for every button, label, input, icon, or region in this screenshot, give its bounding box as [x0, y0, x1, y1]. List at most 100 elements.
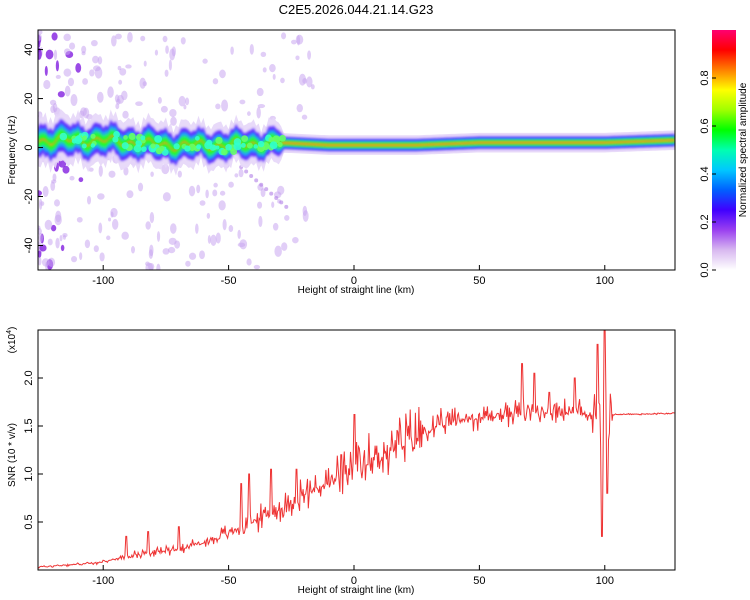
- svg-text:(x104): (x104): [6, 327, 18, 354]
- spectrogram-noise-blob: [212, 78, 219, 85]
- spectrogram-noise-blob: [170, 116, 177, 126]
- spectrogram-noise-blob: [219, 190, 226, 196]
- spectrogram-noise-blob: [140, 35, 146, 42]
- spectrogram-noise-blob: [260, 51, 267, 58]
- spectrogram-x-tick-label: 50: [473, 275, 485, 287]
- colorbar-tick-label: 0.4: [699, 166, 711, 181]
- spectrogram-noise-blob: [78, 177, 84, 183]
- spectrogram-noise-blob: [62, 233, 68, 238]
- spectrogram-noise-blob: [272, 222, 279, 231]
- spectrogram-noise-blob: [150, 171, 154, 177]
- spectrogram-noise-blob: [64, 48, 71, 55]
- spectrogram-noise-blob: [148, 249, 154, 259]
- spectrogram-noise-blob: [110, 207, 118, 218]
- spectrogram-noise-blob: [112, 218, 119, 230]
- spectrogram-noise-blob: [54, 199, 60, 207]
- spectrogram-noise-blob: [185, 97, 190, 106]
- spectrogram-noise-blob: [58, 159, 67, 168]
- spectrogram-noise-blob: [145, 221, 151, 230]
- spectrogram-noise-blob: [183, 104, 187, 110]
- spectrogram-noise-blob: [76, 216, 83, 223]
- spectrogram-noise-blob: [301, 114, 308, 120]
- spectrogram-noise-blob: [206, 212, 211, 219]
- spectrogram-noise-blob: [88, 167, 94, 172]
- spectrogram-noise-blob: [62, 165, 70, 174]
- spectrogram-noise-blob: [135, 101, 143, 107]
- snr-y-tick-label: 1.0: [23, 466, 35, 481]
- spectrogram-noise-blob: [50, 181, 56, 192]
- snr-frame: [37, 329, 676, 571]
- snr-x-tick-label: 100: [596, 575, 614, 587]
- colorbar-tick-label: 0.2: [699, 214, 711, 229]
- spectrogram-noise-blob: [87, 195, 92, 205]
- spectrogram-noise-blob: [291, 39, 297, 45]
- spectrogram-noise-blob: [207, 234, 211, 244]
- spectrogram-noise-blob: [256, 106, 261, 119]
- spectrogram-noise-blob: [63, 33, 71, 42]
- spectrogram-noise-blob: [57, 91, 65, 98]
- spectrogram-noise-blob: [199, 200, 206, 206]
- spectrogram-noise-blob: [125, 64, 132, 69]
- spectrogram-noise-blob: [123, 166, 129, 176]
- spectrogram-noise-blob: [168, 59, 172, 71]
- spectrogram-band-dot: [269, 141, 278, 150]
- spectrogram-noise-blob: [213, 182, 218, 188]
- spectrogram-noise-blob: [165, 45, 169, 54]
- spectrogram-band-dot: [272, 135, 281, 144]
- chart-title: C2E5.2026.044.21.14.G23: [279, 2, 434, 17]
- spectrogram-noise-blob: [302, 78, 308, 84]
- spectrogram-noise-blob: [75, 63, 82, 73]
- spectrogram-noise-blob: [284, 215, 290, 221]
- spectrogram-noise-blob: [292, 236, 299, 244]
- spectrogram-noise-blob: [89, 69, 95, 77]
- spectrogram-noise-blob: [149, 211, 155, 224]
- spectrogram-y-tick-label: 20: [23, 92, 35, 104]
- spectrogram-noise-blob: [221, 99, 229, 112]
- spectrogram-noise-blob: [90, 39, 98, 47]
- spectrogram-content: [38, 30, 675, 270]
- spectrogram-noise-blob: [145, 262, 154, 270]
- spectrogram-band-dot: [221, 148, 228, 156]
- spectrogram-noise-blob: [69, 42, 76, 50]
- spectrogram-noise-blob: [178, 95, 186, 107]
- spectrogram-noise-blob: [38, 250, 42, 258]
- spectrogram-noise-blob: [156, 231, 161, 242]
- spectrogram-noise-blob: [237, 229, 241, 240]
- spectrogram-noise-blob: [161, 163, 170, 175]
- spectrogram-noise-blob: [81, 45, 87, 54]
- spectrogram-noise-blob: [51, 32, 58, 41]
- spectrogram-noise-blob: [272, 73, 276, 80]
- spectrogram-band-dot: [113, 130, 120, 138]
- spectrogram-noise-blob: [205, 189, 209, 199]
- spectrogram-noise-blob: [142, 81, 148, 87]
- spectrogram-x-tick-label: -100: [92, 275, 114, 287]
- spectrogram-noise-blob: [38, 257, 42, 266]
- spectrogram-noise-blob: [41, 258, 50, 267]
- spectrogram-band-dot: [253, 144, 258, 149]
- spectrogram-x-tick-label: -50: [221, 275, 237, 287]
- snr-y-axis-title: SNR (10 * v/v): [7, 423, 18, 487]
- spectrogram-band-dot: [206, 139, 213, 146]
- spectrogram-band-dot: [150, 147, 156, 153]
- spectrogram-noise-blob: [45, 49, 54, 60]
- spectrogram-noise-blob: [296, 104, 303, 113]
- spectrogram-noise-blob: [55, 210, 62, 223]
- spectrogram-noise-blob: [202, 58, 208, 64]
- snr-y-tick-label: 0.5: [23, 514, 35, 529]
- spectrogram-y-tick-label: -40: [23, 238, 35, 254]
- spectrogram-band-dot: [279, 134, 286, 142]
- spectrogram-noise-blob: [277, 185, 285, 195]
- spectrogram-noise-blob: [199, 250, 205, 260]
- spectrogram-noise-blob: [108, 170, 116, 178]
- spectrogram-band-dot: [133, 144, 142, 153]
- spectrogram-y-axis-title: Frequency (Hz): [7, 116, 18, 185]
- colorbar-gradient: [712, 30, 736, 270]
- spectrogram-noise-blob: [281, 32, 287, 40]
- snr-x-tick-label: -100: [92, 575, 114, 587]
- snr-y-tick-label: 1.5: [23, 418, 35, 433]
- spectrogram-noise-blob: [64, 85, 71, 97]
- spectrogram-noise-blob: [244, 169, 249, 174]
- spectrogram-noise-blob: [239, 239, 248, 250]
- snr-scale-note-exponent: 4: [6, 330, 13, 334]
- spectrogram-noise-blob: [93, 65, 101, 72]
